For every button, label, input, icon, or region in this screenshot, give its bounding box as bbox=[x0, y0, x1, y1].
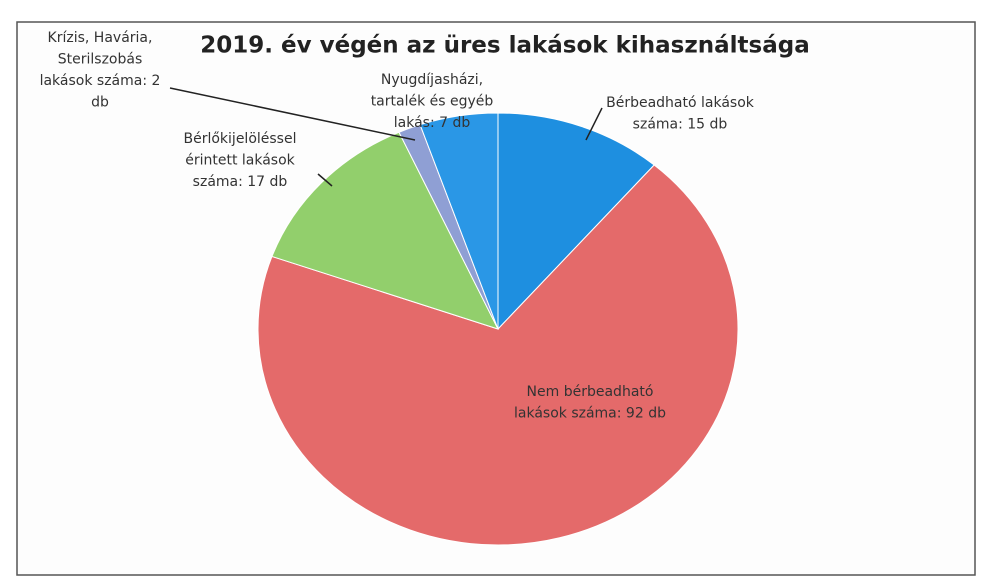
slice-label: Bérbeadható lakások bbox=[606, 95, 755, 111]
leader-line bbox=[585, 107, 603, 141]
slice-label: érintett lakások bbox=[185, 153, 295, 169]
pie-slice bbox=[271, 131, 499, 330]
slice-label: db bbox=[91, 95, 109, 111]
leader-line bbox=[317, 173, 333, 187]
slice-label: Nyugdíjasházi, bbox=[381, 72, 483, 88]
pie-slice bbox=[497, 112, 655, 331]
pie-slice bbox=[419, 112, 499, 330]
slice-label: Nem bérbeadható bbox=[527, 384, 654, 400]
slice-label: lakás: 7 db bbox=[394, 115, 471, 131]
slice-label: Sterilszobás bbox=[58, 52, 143, 68]
slice-label: lakások száma: 92 db bbox=[514, 406, 666, 422]
slice-label: Bérlőkijelöléssel bbox=[184, 131, 297, 147]
slice-label: tartalék és egyéb bbox=[371, 94, 494, 110]
pie-slice bbox=[257, 164, 739, 546]
chart-title: 2019. év végén az üres lakások kihasznál… bbox=[200, 33, 809, 59]
slice-label: száma: 15 db bbox=[633, 117, 728, 133]
slice-label: lakások száma: 2 bbox=[40, 73, 161, 89]
slice-label: száma: 17 db bbox=[193, 174, 288, 190]
slice-label: Krízis, Havária, bbox=[48, 30, 153, 46]
leader-line bbox=[169, 87, 416, 141]
